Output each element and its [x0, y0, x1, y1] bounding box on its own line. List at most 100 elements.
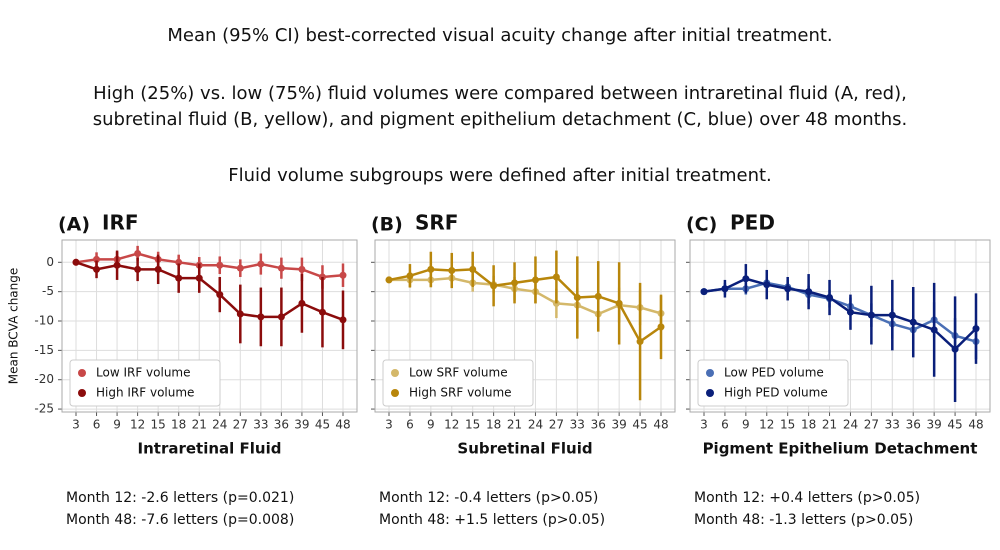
legend-marker: [706, 369, 714, 377]
data-point: [552, 273, 560, 281]
data-point: [615, 299, 623, 307]
x-tick-label: 3: [385, 418, 393, 432]
data-point: [909, 318, 917, 326]
x-tick-label: 3: [72, 418, 80, 432]
footnote: Month 12: -0.4 letters (p>0.05): [379, 490, 598, 506]
x-tick-label: 48: [335, 418, 350, 432]
x-tick-label: 9: [113, 418, 121, 432]
y-tick-label: 0: [46, 255, 54, 269]
legend-marker: [78, 389, 86, 397]
x-tick-label: 48: [653, 418, 668, 432]
legend-label: High IRF volume: [96, 386, 194, 400]
footnote: Month 48: +1.5 letters (p>0.05): [379, 512, 605, 528]
legend-label: High SRF volume: [409, 386, 512, 400]
data-point: [573, 294, 581, 302]
data-point: [427, 265, 435, 273]
legend-label: Low SRF volume: [409, 366, 508, 380]
data-point: [298, 265, 306, 273]
axes-frame: [61, 239, 358, 413]
legend-marker: [391, 369, 399, 377]
x-tick-label: 24: [843, 418, 858, 432]
header-line: Fluid volume subgroups were defined afte…: [228, 165, 772, 186]
x-tick-label: 15: [465, 418, 480, 432]
x-tick-label: 36: [274, 418, 289, 432]
data-point: [511, 279, 519, 287]
panel-title: SRF: [415, 211, 458, 235]
data-point: [531, 276, 539, 284]
panel-title: IRF: [102, 211, 139, 235]
axes-frame: [689, 239, 991, 413]
data-point: [277, 264, 285, 272]
axes-frame: [374, 239, 676, 413]
x-tick-label: 27: [864, 418, 879, 432]
data-point: [175, 258, 183, 266]
x-tick-label: 9: [427, 418, 435, 432]
data-point: [805, 288, 813, 296]
x-tick-label: 6: [406, 418, 414, 432]
data-point: [93, 255, 101, 263]
y-tick-label: -10: [34, 314, 54, 328]
x-tick-label: 15: [151, 418, 166, 432]
header-line: subretinal fluid (B, yellow), and pigmen…: [93, 109, 907, 130]
data-point: [216, 261, 224, 269]
legend-marker: [706, 389, 714, 397]
x-tick-label: 36: [906, 418, 921, 432]
data-point: [972, 325, 980, 333]
data-point: [216, 291, 224, 299]
x-tick-label: 39: [294, 418, 309, 432]
data-point: [134, 250, 142, 258]
data-point: [154, 265, 162, 273]
legend-box: [69, 359, 221, 407]
y-tick-label: -5: [42, 284, 54, 298]
x-tick-label: 9: [742, 418, 750, 432]
panel-label: (B): [371, 214, 403, 236]
data-point: [490, 282, 498, 290]
x-tick-label: 45: [632, 418, 647, 432]
data-point: [636, 338, 644, 346]
data-point: [448, 267, 456, 275]
x-tick-label: 24: [528, 418, 543, 432]
data-point: [175, 274, 183, 282]
data-point: [657, 323, 665, 331]
x-tick-label: 18: [171, 418, 186, 432]
x-tick-label: 21: [192, 418, 207, 432]
data-point: [406, 272, 414, 280]
panel-label: (A): [58, 214, 90, 236]
footnote: Month 48: -7.6 letters (p=0.008): [66, 512, 294, 528]
x-axis-label: Intraretinal Fluid: [138, 440, 282, 458]
data-point: [700, 288, 708, 296]
data-point: [195, 274, 203, 282]
data-point: [257, 313, 265, 321]
x-tick-label: 12: [130, 418, 145, 432]
data-point: [236, 264, 244, 272]
data-point: [867, 311, 875, 319]
x-tick-label: 33: [885, 418, 900, 432]
data-point: [846, 308, 854, 316]
data-point: [888, 311, 896, 319]
x-tick-label: 33: [253, 418, 268, 432]
data-point: [594, 292, 602, 300]
x-tick-label: 48: [968, 418, 983, 432]
y-tick-label: -15: [34, 343, 54, 357]
x-tick-label: 39: [612, 418, 627, 432]
data-point: [763, 281, 771, 289]
data-point: [277, 313, 285, 321]
x-tick-label: 36: [591, 418, 606, 432]
panel-title: PED: [730, 211, 775, 235]
x-axis-label: Subretinal Fluid: [457, 440, 592, 458]
series-line: [703, 281, 977, 343]
legend-box: [382, 359, 534, 407]
data-point: [784, 285, 792, 293]
header-line: Mean (95% CI) best-corrected visual acui…: [167, 25, 832, 46]
data-point: [951, 345, 959, 353]
data-point: [742, 275, 750, 283]
data-point: [318, 308, 326, 316]
footnote: Month 12: -2.6 letters (p=0.021): [66, 490, 294, 506]
x-tick-label: 21: [507, 418, 522, 432]
legend-label: High PED volume: [724, 386, 828, 400]
x-tick-label: 3: [700, 418, 708, 432]
series-line: [703, 277, 977, 351]
x-tick-label: 18: [486, 418, 501, 432]
x-tick-label: 6: [93, 418, 101, 432]
